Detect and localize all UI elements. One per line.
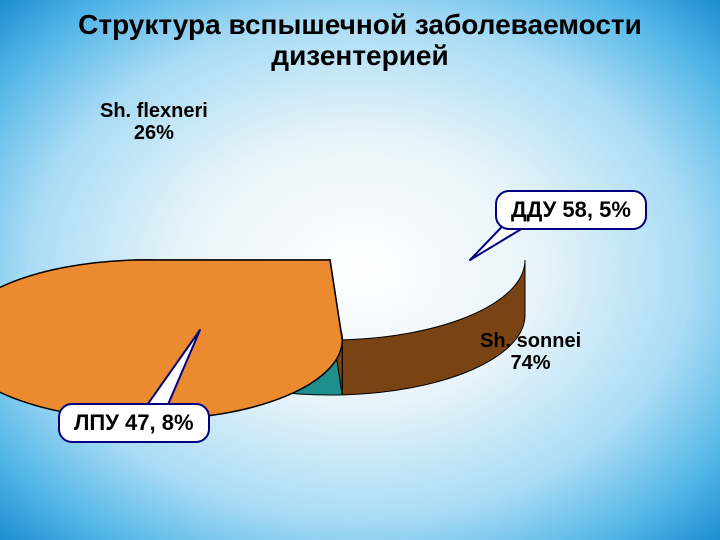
label-flexneri: Sh. flexneri 26% [100, 100, 208, 144]
pie-chart-3d [0, 0, 720, 540]
slide-background: Структура вспышечной заболеваемостидизен… [0, 0, 720, 540]
callout-lpu: ЛПУ 47, 8% [58, 403, 210, 443]
label-sonnei-pct: 74% [480, 352, 581, 374]
label-flexneri-name: Sh. flexneri [100, 100, 208, 122]
label-sonnei-name: Sh. sonnei [480, 330, 581, 352]
label-sonnei: Sh. sonnei 74% [480, 330, 581, 374]
label-flexneri-pct: 26% [100, 122, 208, 144]
pie-slice-side [342, 260, 525, 395]
callout-ddu: ДДУ 58, 5% [495, 190, 647, 230]
